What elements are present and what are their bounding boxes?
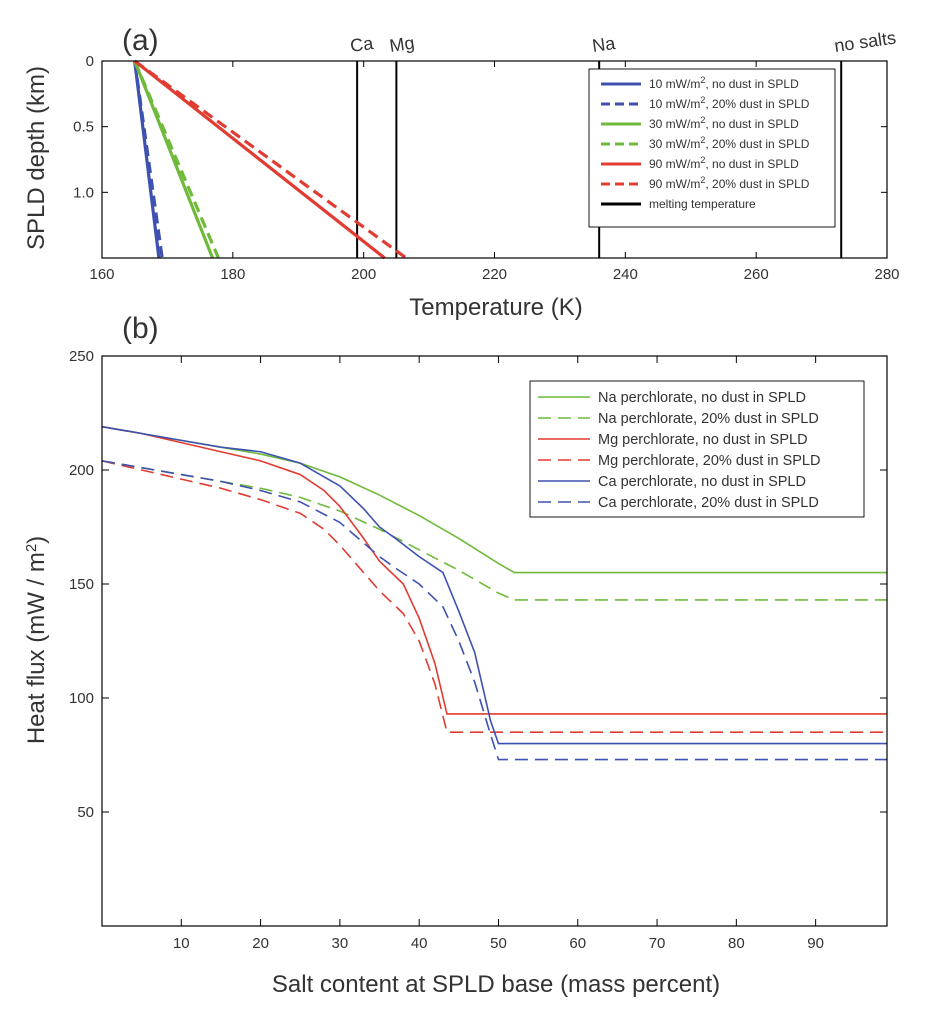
panel-a-y-tick-label: 0.5 — [73, 119, 94, 136]
panel-b-plot-area — [101, 355, 888, 927]
panel-b-series-ca-perchlorate-no-dust-in-spld — [101, 425, 887, 745]
legend-label-main: 30 mW/m — [649, 117, 700, 131]
legend-label-suffix: , 20% dust in SPLD — [705, 177, 809, 191]
panel-b-series-ca-perchlorate-20-dust-in-spld — [101, 460, 887, 761]
panel-b-x-tick-label: 20 — [252, 935, 269, 952]
panel-b-series-mg-perchlorate-20-dust-in-spld — [101, 460, 887, 734]
panel-a-y-axis-label: SPLD depth (km) — [23, 66, 50, 250]
panel-b-legend-label: Ca perchlorate, 20% dust in SPLD — [598, 495, 819, 511]
panel-b-y-tick-labels: 50 100 150 200 250 — [69, 348, 94, 821]
panel-b-legend-box — [529, 380, 865, 518]
panel-b-axes-frame — [101, 355, 888, 927]
panel-b-y-tick-label: 50 — [77, 804, 94, 821]
legend-label-main: 30 mW/m — [649, 137, 700, 151]
panel-a-legend-label: 90 mW/m2, no dust in SPLD — [649, 155, 799, 171]
legend-label-superscript: 2 — [700, 135, 705, 145]
panel-b-legend-label: Mg perchlorate, 20% dust in SPLD — [598, 453, 820, 469]
panel-a-x-axis-label: Temperature (K) — [409, 294, 582, 321]
panel-a-series-4-line — [133, 59, 386, 260]
legend-label-main: melting temperature — [649, 197, 756, 211]
panel-b-x-tick-label: 90 — [807, 935, 824, 952]
panel-b-y-tick-label: 200 — [69, 462, 94, 479]
legend-label-main: 90 mW/m — [649, 177, 700, 191]
panel-b-x-tick-label: 40 — [411, 935, 428, 952]
panel-a-series-5-line — [133, 59, 408, 260]
panel-b-x-tick-label: 30 — [332, 935, 349, 952]
legend-label-superscript: 2 — [700, 175, 705, 185]
panel-b-y-tick-label: 150 — [69, 576, 94, 593]
panel-b-label: (b) — [122, 312, 159, 345]
legend-label-suffix: , no dust in SPLD — [705, 77, 799, 91]
panel-a-x-tick-label: 260 — [744, 266, 769, 283]
panel-b-chart: (b) 10 20 30 40 50 60 70 80 90 50 100 150 200 250 Sa… — [23, 312, 888, 998]
panel-b-series-mg-perchlorate-no-dust-in-spld — [101, 425, 887, 715]
panel-a-y-tick-label: 1.0 — [73, 184, 94, 201]
panel-a-x-tick-label: 180 — [220, 266, 245, 283]
panel-b-x-tick-label: 10 — [173, 935, 190, 952]
panel-b-x-tick-labels: 10 20 30 40 50 60 70 80 90 — [173, 935, 824, 952]
legend-label-superscript: 2 — [700, 155, 705, 165]
panel-a-y-tick-labels: 0 0.5 1.0 — [73, 53, 94, 201]
legend-label-superscript: 2 — [700, 95, 705, 105]
melting-label-no-salts: no salts — [833, 28, 897, 56]
panel-b-y-tick-label: 250 — [69, 348, 94, 365]
panel-a-x-tick-label: 240 — [613, 266, 638, 283]
legend-label-superscript: 2 — [700, 115, 705, 125]
panel-a-x-tick-labels: 160 180 200 220 240 260 280 — [89, 266, 899, 283]
panel-b-legend-label: Na perchlorate, no dust in SPLD — [598, 390, 806, 406]
panel-b-y-tick-label: 100 — [69, 690, 94, 707]
melting-label-na: Na — [591, 33, 618, 56]
legend-label-suffix: , no dust in SPLD — [705, 157, 799, 171]
panel-b-x-tick-label: 60 — [569, 935, 586, 952]
panel-b-x-tick-label: 50 — [490, 935, 507, 952]
panel-a-legend-label: 30 mW/m2, no dust in SPLD — [649, 115, 799, 131]
panel-b-x-tick-label: 80 — [728, 935, 745, 952]
melting-label-mg: Mg — [388, 33, 416, 56]
panel-a-legend-box — [588, 68, 836, 228]
panel-b-y-axis-label-suffix: ) — [23, 536, 50, 544]
panel-b-x-tick-label: 70 — [649, 935, 666, 952]
panel-a-legend-label: melting temperature — [649, 197, 756, 211]
panel-a-x-tick-label: 220 — [482, 266, 507, 283]
melting-label-ca: Ca — [349, 33, 376, 56]
panel-a-x-tick-label: 280 — [874, 266, 899, 283]
panel-b-y-axis-label-superscript: 2 — [23, 544, 40, 552]
panel-b-legend: Na perchlorate, no dust in SPLD Na perchl… — [529, 380, 865, 518]
panel-a-chart: (a) Ca Mg Na no salts 160 180 200 220 240 260 280… — [23, 24, 900, 321]
panel-b-y-axis-label-main: Heat flux (mW / m — [23, 552, 50, 744]
panel-b-y-axis-label: Heat flux (mW / m2) — [23, 536, 50, 744]
panel-b-legend-label: Ca perchlorate, no dust in SPLD — [598, 474, 806, 490]
panel-a-y-tick-label: 0 — [86, 53, 94, 70]
panel-b-legend-label: Mg perchlorate, no dust in SPLD — [598, 432, 808, 448]
panel-a-series-3-line — [133, 60, 220, 259]
legend-label-main: 10 mW/m — [649, 77, 700, 91]
panel-b-x-axis-label: Salt content at SPLD base (mass percent) — [272, 971, 720, 998]
legend-label-main: 90 mW/m — [649, 157, 700, 171]
panel-a-series-0-line — [133, 60, 161, 259]
panel-a-x-tick-label: 160 — [89, 266, 114, 283]
panel-a-legend-label: 10 mW/m2, no dust in SPLD — [649, 75, 799, 91]
panel-a-legend-label: 10 mW/m2, 20% dust in SPLD — [649, 95, 810, 111]
legend-label-main: 10 mW/m — [649, 97, 700, 111]
panel-a-x-tick-label: 200 — [351, 266, 376, 283]
legend-label-superscript: 2 — [700, 75, 705, 85]
legend-label-suffix: , no dust in SPLD — [705, 117, 799, 131]
legend-label-suffix: , 20% dust in SPLD — [705, 137, 809, 151]
panel-b-legend-label: Na perchlorate, 20% dust in SPLD — [598, 411, 819, 427]
legend-label-suffix: , 20% dust in SPLD — [705, 97, 809, 111]
panel-a-legend-label: 30 mW/m2, 20% dust in SPLD — [649, 135, 810, 151]
panel-a-legend-label: 90 mW/m2, 20% dust in SPLD — [649, 175, 810, 191]
melting-line-labels: Ca Mg Na no salts — [349, 28, 897, 56]
panel-a-label: (a) — [122, 24, 159, 57]
